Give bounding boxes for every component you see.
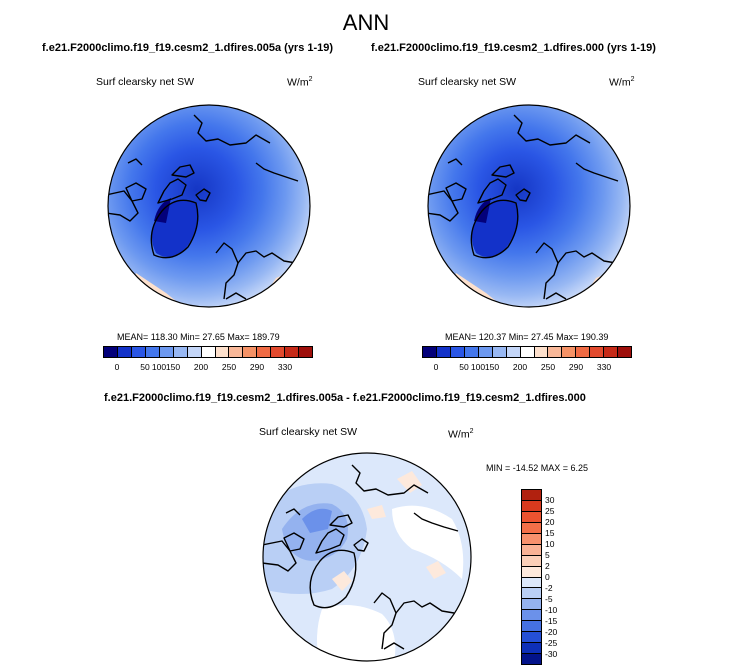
panel-2-colorbar-swatch: [450, 347, 465, 357]
panel-1-subtitle: f.e21.F2000climo.f19_f19.cesm2_1.dfires.…: [42, 42, 334, 54]
panel-1-colorbar-swatch: [215, 347, 230, 357]
diff-colorbar-swatch: [522, 500, 541, 512]
diff-colorbar-swatch: [522, 555, 541, 567]
panel-1-units: W/m2: [287, 76, 313, 89]
diff-variable: Surf clearsky net SW: [259, 426, 358, 438]
diff-colorbar-swatch: [522, 654, 541, 664]
diff-colorbar-swatch: [522, 610, 541, 622]
panel-2-colorbar-swatch: [520, 347, 535, 357]
panel-1-colorbar-swatch: [271, 347, 286, 357]
panel-2-colorbar-swatch: [436, 347, 451, 357]
panel-2-colorbar-swatch: [506, 347, 521, 357]
panel-1-variable: Surf clearsky net SW: [96, 76, 195, 88]
panel-2-colorbar-label: 250: [540, 362, 556, 372]
panel-1-colorbar-swatch: [201, 347, 216, 357]
panel-2-colorbar-swatch: [604, 347, 619, 357]
diff-colorbar-swatch: [522, 533, 541, 545]
panel-2-stats: MEAN= 120.37 Min= 27.45 Max= 190.39: [445, 332, 609, 342]
panel-2-colorbar-swatch: [464, 347, 479, 357]
diff-colorbar-swatch: [522, 632, 541, 644]
diff-colorbar-swatch: [522, 522, 541, 534]
panel-2-colorbar-label: 330: [596, 362, 612, 372]
panel-1-colorbar-swatch: [285, 347, 300, 357]
panel-1-colorbar-label: 150: [165, 362, 181, 372]
panel-1-colorbar-swatch: [299, 347, 313, 357]
panel-2-colorbar-labels: 0 50 100 150 200 250 290 330: [422, 362, 632, 374]
panel-1-colorbar-swatch: [243, 347, 258, 357]
panel-1-colorbar-swatch: [187, 347, 202, 357]
panel-1-colorbar-swatch: [173, 347, 188, 357]
diff-colorbar-swatch: [522, 643, 541, 655]
panel-2-colorbar-swatch: [534, 347, 549, 357]
diff-polar-map: [262, 452, 472, 662]
panel-1-colorbar-label: 200: [193, 362, 209, 372]
panel-1-colorbar-labels: 0 50 100 150 200 250 290 330: [103, 362, 313, 374]
panel-1-colorbar-label: 330: [277, 362, 293, 372]
panel-1-colorbar-label: 50: [140, 362, 150, 372]
panel-1-colorbar: [103, 346, 313, 358]
diff-colorbar-label: -2: [545, 583, 553, 593]
panel-1-colorbar-label: 100: [151, 362, 167, 372]
panel-1-colorbar-label: 290: [249, 362, 265, 372]
panel-2-colorbar: [422, 346, 632, 358]
panel-1-polar-map: [107, 104, 311, 308]
diff-stats: MIN = -14.52 MAX = 6.25: [486, 463, 589, 473]
diff-units: W/m2: [448, 428, 474, 441]
diff-colorbar-swatch: [522, 511, 541, 523]
panel-1-colorbar-swatch: [159, 347, 174, 357]
diff-colorbar-label: 2: [545, 561, 550, 571]
panel-2-colorbar-swatch: [562, 347, 577, 357]
diff-colorbar-label: 30: [545, 495, 555, 505]
diff-colorbar-swatch: [522, 566, 541, 578]
panel-2-colorbar-swatch: [618, 347, 632, 357]
panel-2-colorbar-swatch: [423, 347, 437, 357]
panel-2-colorbar-swatch: [590, 347, 605, 357]
panel-2-subtitle: f.e21.F2000climo.f19_f19.cesm2_1.dfires.…: [371, 42, 656, 54]
panel-1-colorbar-swatch: [145, 347, 160, 357]
panel-2-colorbar-label: 200: [512, 362, 528, 372]
panel-2-colorbar-label: 150: [484, 362, 500, 372]
diff-colorbar-label: 0: [545, 572, 550, 582]
panel-1-colorbar-label: 0: [114, 362, 120, 372]
page-title: ANN: [342, 10, 390, 35]
panel-2-units: W/m2: [609, 76, 635, 89]
panel-1-colorbar-swatch: [131, 347, 146, 357]
diff-colorbar-swatch: [522, 577, 541, 589]
panel-1-colorbar-swatch: [257, 347, 272, 357]
diff-colorbar-label: -20: [545, 627, 558, 637]
panel-2-colorbar-swatch: [478, 347, 493, 357]
panel-1-stats: MEAN= 118.30 Min= 27.65 Max= 189.79: [117, 332, 280, 342]
panel-2-polar-map: [427, 104, 631, 308]
panel-1-colorbar-swatch: [229, 347, 244, 357]
diff-colorbar-swatch: [522, 544, 541, 556]
panel-2-colorbar-swatch: [548, 347, 563, 357]
diff-colorbar-labels: 30 25 20 15 10 5 2 0 -2 -5 -10 -15 -20 -25 -30: [545, 489, 585, 665]
diff-colorbar-label: -5: [545, 594, 553, 604]
diff-colorbar-label: 15: [545, 528, 555, 538]
panel-2-variable: Surf clearsky net SW: [418, 76, 517, 88]
diff-colorbar-label: 10: [545, 539, 555, 549]
panel-2-colorbar-label: 100: [470, 362, 486, 372]
diff-colorbar-label: 20: [545, 517, 555, 527]
panel-2-colorbar-swatch: [576, 347, 591, 357]
diff-colorbar-swatch: [522, 621, 541, 633]
diff-subtitle: f.e21.F2000climo.f19_f19.cesm2_1.dfires.…: [104, 392, 586, 404]
diff-colorbar-label: -15: [545, 616, 558, 626]
panel-2-colorbar-swatch: [492, 347, 507, 357]
diff-colorbar-label: -25: [545, 638, 558, 648]
panel-2-colorbar-label: 50: [459, 362, 469, 372]
panel-2-colorbar-label: 0: [433, 362, 439, 372]
diff-colorbar-swatch: [522, 599, 541, 611]
diff-colorbar-swatch: [522, 588, 541, 600]
panel-1-colorbar-label: 250: [221, 362, 237, 372]
diff-colorbar: [521, 489, 542, 665]
diff-colorbar-label: 25: [545, 506, 555, 516]
panel-1-colorbar-swatch: [104, 347, 118, 357]
diff-colorbar-swatch: [522, 490, 541, 501]
diff-colorbar-label: -10: [545, 605, 558, 615]
panel-1-colorbar-swatch: [117, 347, 132, 357]
diff-colorbar-label: 5: [545, 550, 550, 560]
panel-2-colorbar-label: 290: [568, 362, 584, 372]
diff-colorbar-label: -30: [545, 649, 558, 659]
